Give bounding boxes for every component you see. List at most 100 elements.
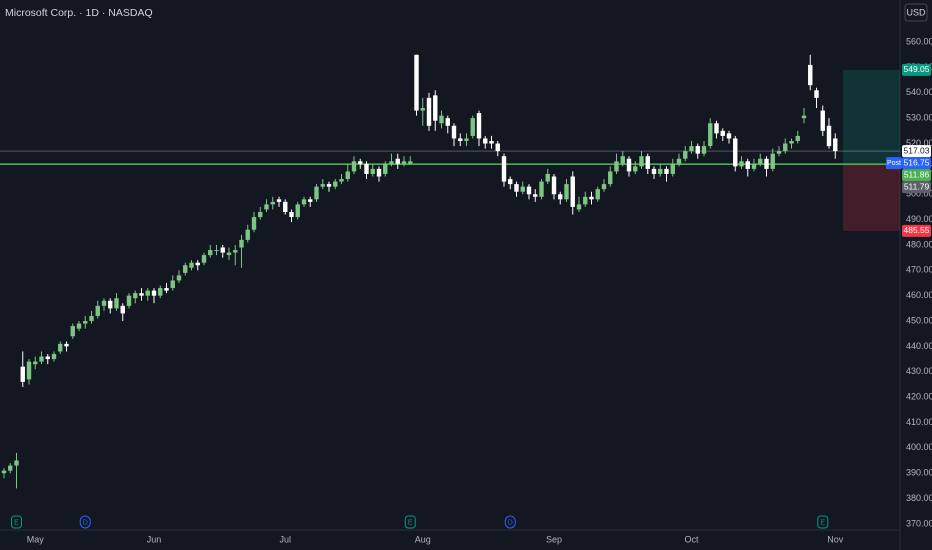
candle-body: [233, 250, 238, 253]
price-label-box: [902, 63, 931, 76]
candle-body: [170, 280, 175, 289]
candle-body: [345, 171, 350, 180]
candle-body: [645, 156, 650, 169]
y-tick-label: 540.00: [906, 87, 932, 97]
event-icon: [404, 515, 416, 529]
y-tick-label: 470.00: [906, 265, 932, 275]
candle-body: [14, 460, 19, 466]
candle-body: [158, 288, 163, 296]
candle-body: [289, 212, 294, 218]
candle-body: [64, 343, 69, 347]
currency[interactable]: USD: [906, 7, 926, 17]
candle-body: [351, 161, 357, 172]
candle-body: [95, 305, 100, 316]
candle-body: [664, 168, 669, 174]
candle-body: [226, 252, 232, 256]
candle-body: [520, 186, 525, 192]
event-icon: [817, 515, 829, 529]
candle-body: [201, 255, 207, 263]
candle-body: [508, 179, 513, 185]
candle-body: [395, 158, 400, 164]
event-label: E: [14, 519, 19, 526]
candle-body: [370, 168, 375, 174]
y-tick-label: 560.00: [906, 36, 932, 46]
candle-body: [589, 196, 594, 200]
candle-body: [439, 115, 444, 124]
y-tick-label: 370.00: [906, 518, 932, 528]
candle-body: [545, 173, 550, 182]
candle-body: [145, 290, 150, 296]
candle-body: [301, 199, 307, 205]
y-tick-label: 380.00: [906, 493, 932, 503]
currency-button[interactable]: [904, 3, 928, 22]
candle-body: [189, 262, 194, 268]
y-tick-label: 490.00: [906, 214, 932, 224]
price-label-box: [902, 181, 931, 194]
candle-body: [539, 181, 544, 197]
position-loss: [843, 164, 900, 231]
candle-body: [726, 133, 732, 139]
candle-body: [514, 184, 519, 192]
candle-body: [120, 305, 125, 314]
candle-body: [814, 90, 819, 98]
price-label: 511.79: [904, 181, 930, 191]
candle-body: [583, 196, 588, 205]
candle-body: [689, 146, 694, 152]
candle-body: [114, 298, 119, 309]
candle-body: [383, 163, 388, 174]
candle-body: [220, 247, 225, 253]
x-tick-label: Jul: [279, 534, 291, 544]
candle-body: [833, 138, 838, 152]
candle-body: [70, 326, 75, 337]
y-tick-label: 500.00: [906, 189, 932, 199]
candle-body: [8, 465, 13, 471]
candle-body: [39, 356, 44, 362]
x-tick-label: Aug: [415, 534, 431, 544]
candle-body: [76, 323, 82, 329]
candle-body: [733, 138, 738, 167]
candle-body: [776, 151, 782, 154]
candle-body: [326, 184, 332, 187]
event-label: E: [820, 519, 825, 526]
candle-body: [126, 295, 132, 306]
candle-body: [526, 186, 532, 195]
y-tick-label: 430.00: [906, 366, 932, 376]
x-tick-label: Jun: [147, 534, 162, 544]
candle-body: [245, 229, 250, 240]
candle-body: [701, 146, 707, 154]
candle-body: [139, 293, 144, 296]
candle-body: [308, 199, 313, 202]
candle-body: [501, 156, 507, 182]
candle-body: [570, 176, 575, 207]
price-label-box: [902, 169, 931, 182]
candle-body: [826, 125, 832, 147]
candle-body: [314, 186, 319, 200]
candle-body: [239, 239, 244, 248]
candle-body: [51, 354, 57, 360]
candle-body: [801, 115, 807, 119]
candle-body: [164, 288, 169, 291]
candle-body: [464, 138, 469, 141]
candle-body: [608, 171, 613, 185]
candle-body: [376, 168, 382, 177]
candle-body: [695, 146, 700, 154]
y-tick-label: 480.00: [906, 239, 932, 249]
candle-body: [576, 204, 582, 210]
x-tick-label: Sep: [546, 534, 562, 544]
y-tick-label: 410.00: [906, 417, 932, 427]
candle-body: [58, 343, 63, 352]
candle-body: [614, 161, 619, 172]
candle-body: [364, 163, 369, 174]
candle-body: [101, 300, 107, 306]
candle-body: [783, 143, 788, 152]
candle-body: [401, 161, 407, 164]
candle-body: [426, 97, 432, 126]
y-tick-label: 440.00: [906, 341, 932, 351]
candle-body: [483, 138, 488, 144]
candle-body: [264, 204, 269, 210]
price-label: 511.86: [904, 169, 930, 179]
price-label-box: [902, 224, 931, 237]
candle-body: [745, 161, 750, 169]
